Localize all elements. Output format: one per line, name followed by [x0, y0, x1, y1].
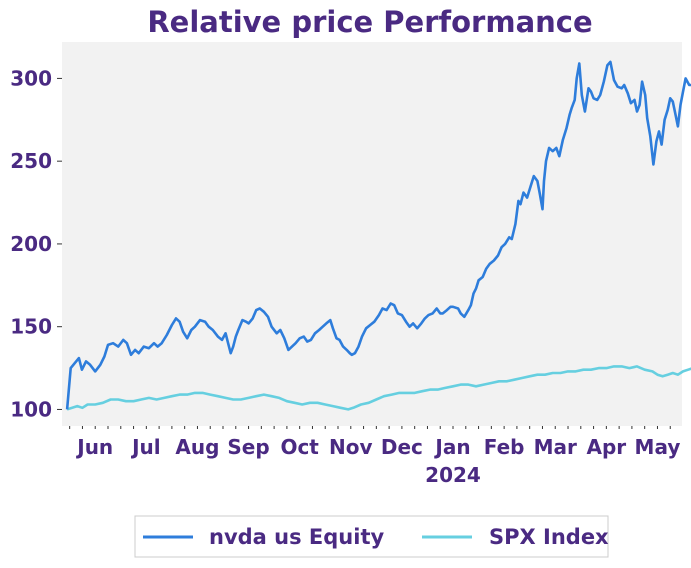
x-tick-label: Sep — [227, 435, 269, 459]
y-tick-label: 200 — [10, 232, 52, 256]
x-tick-label: Mar — [534, 435, 577, 459]
series-layer — [65, 60, 691, 411]
x-tick-label: Apr — [587, 435, 627, 459]
x-tick-label: Jun — [75, 435, 113, 459]
x-axis: Jun Jul Aug Sep Oct Nov Dec Jan Feb Mar Apr May — [69, 426, 681, 459]
y-tick-label: 100 — [10, 397, 52, 421]
y-tick-label: 250 — [10, 149, 52, 173]
legend-label-nvda: nvda us Equity — [209, 525, 384, 549]
x-tick-label: Feb — [484, 435, 525, 459]
plot-area — [62, 42, 682, 426]
series-line-spx-index — [66, 365, 691, 411]
x-year-label: 2024 — [425, 463, 481, 487]
legend-box — [134, 515, 609, 558]
legend: nvda us Equity SPX Index — [134, 515, 609, 558]
y-tick-label: 300 — [10, 66, 52, 90]
x-tick-label: Jul — [130, 435, 161, 459]
series-line-nvda-us-equity — [65, 60, 691, 410]
y-tick-label: 150 — [10, 315, 52, 339]
x-tick-label: May — [635, 435, 681, 459]
x-tick-label: Nov — [329, 435, 373, 459]
x-tick-label: Dec — [381, 435, 423, 459]
x-tick-label: Aug — [175, 435, 219, 459]
x-tick-label: Jan — [433, 435, 470, 459]
chart-title: Relative price Performance — [147, 5, 592, 39]
y-axis: 100 150 200 250 300 — [10, 66, 62, 421]
legend-label-spx: SPX Index — [489, 525, 609, 549]
x-tick-label: Oct — [280, 435, 319, 459]
